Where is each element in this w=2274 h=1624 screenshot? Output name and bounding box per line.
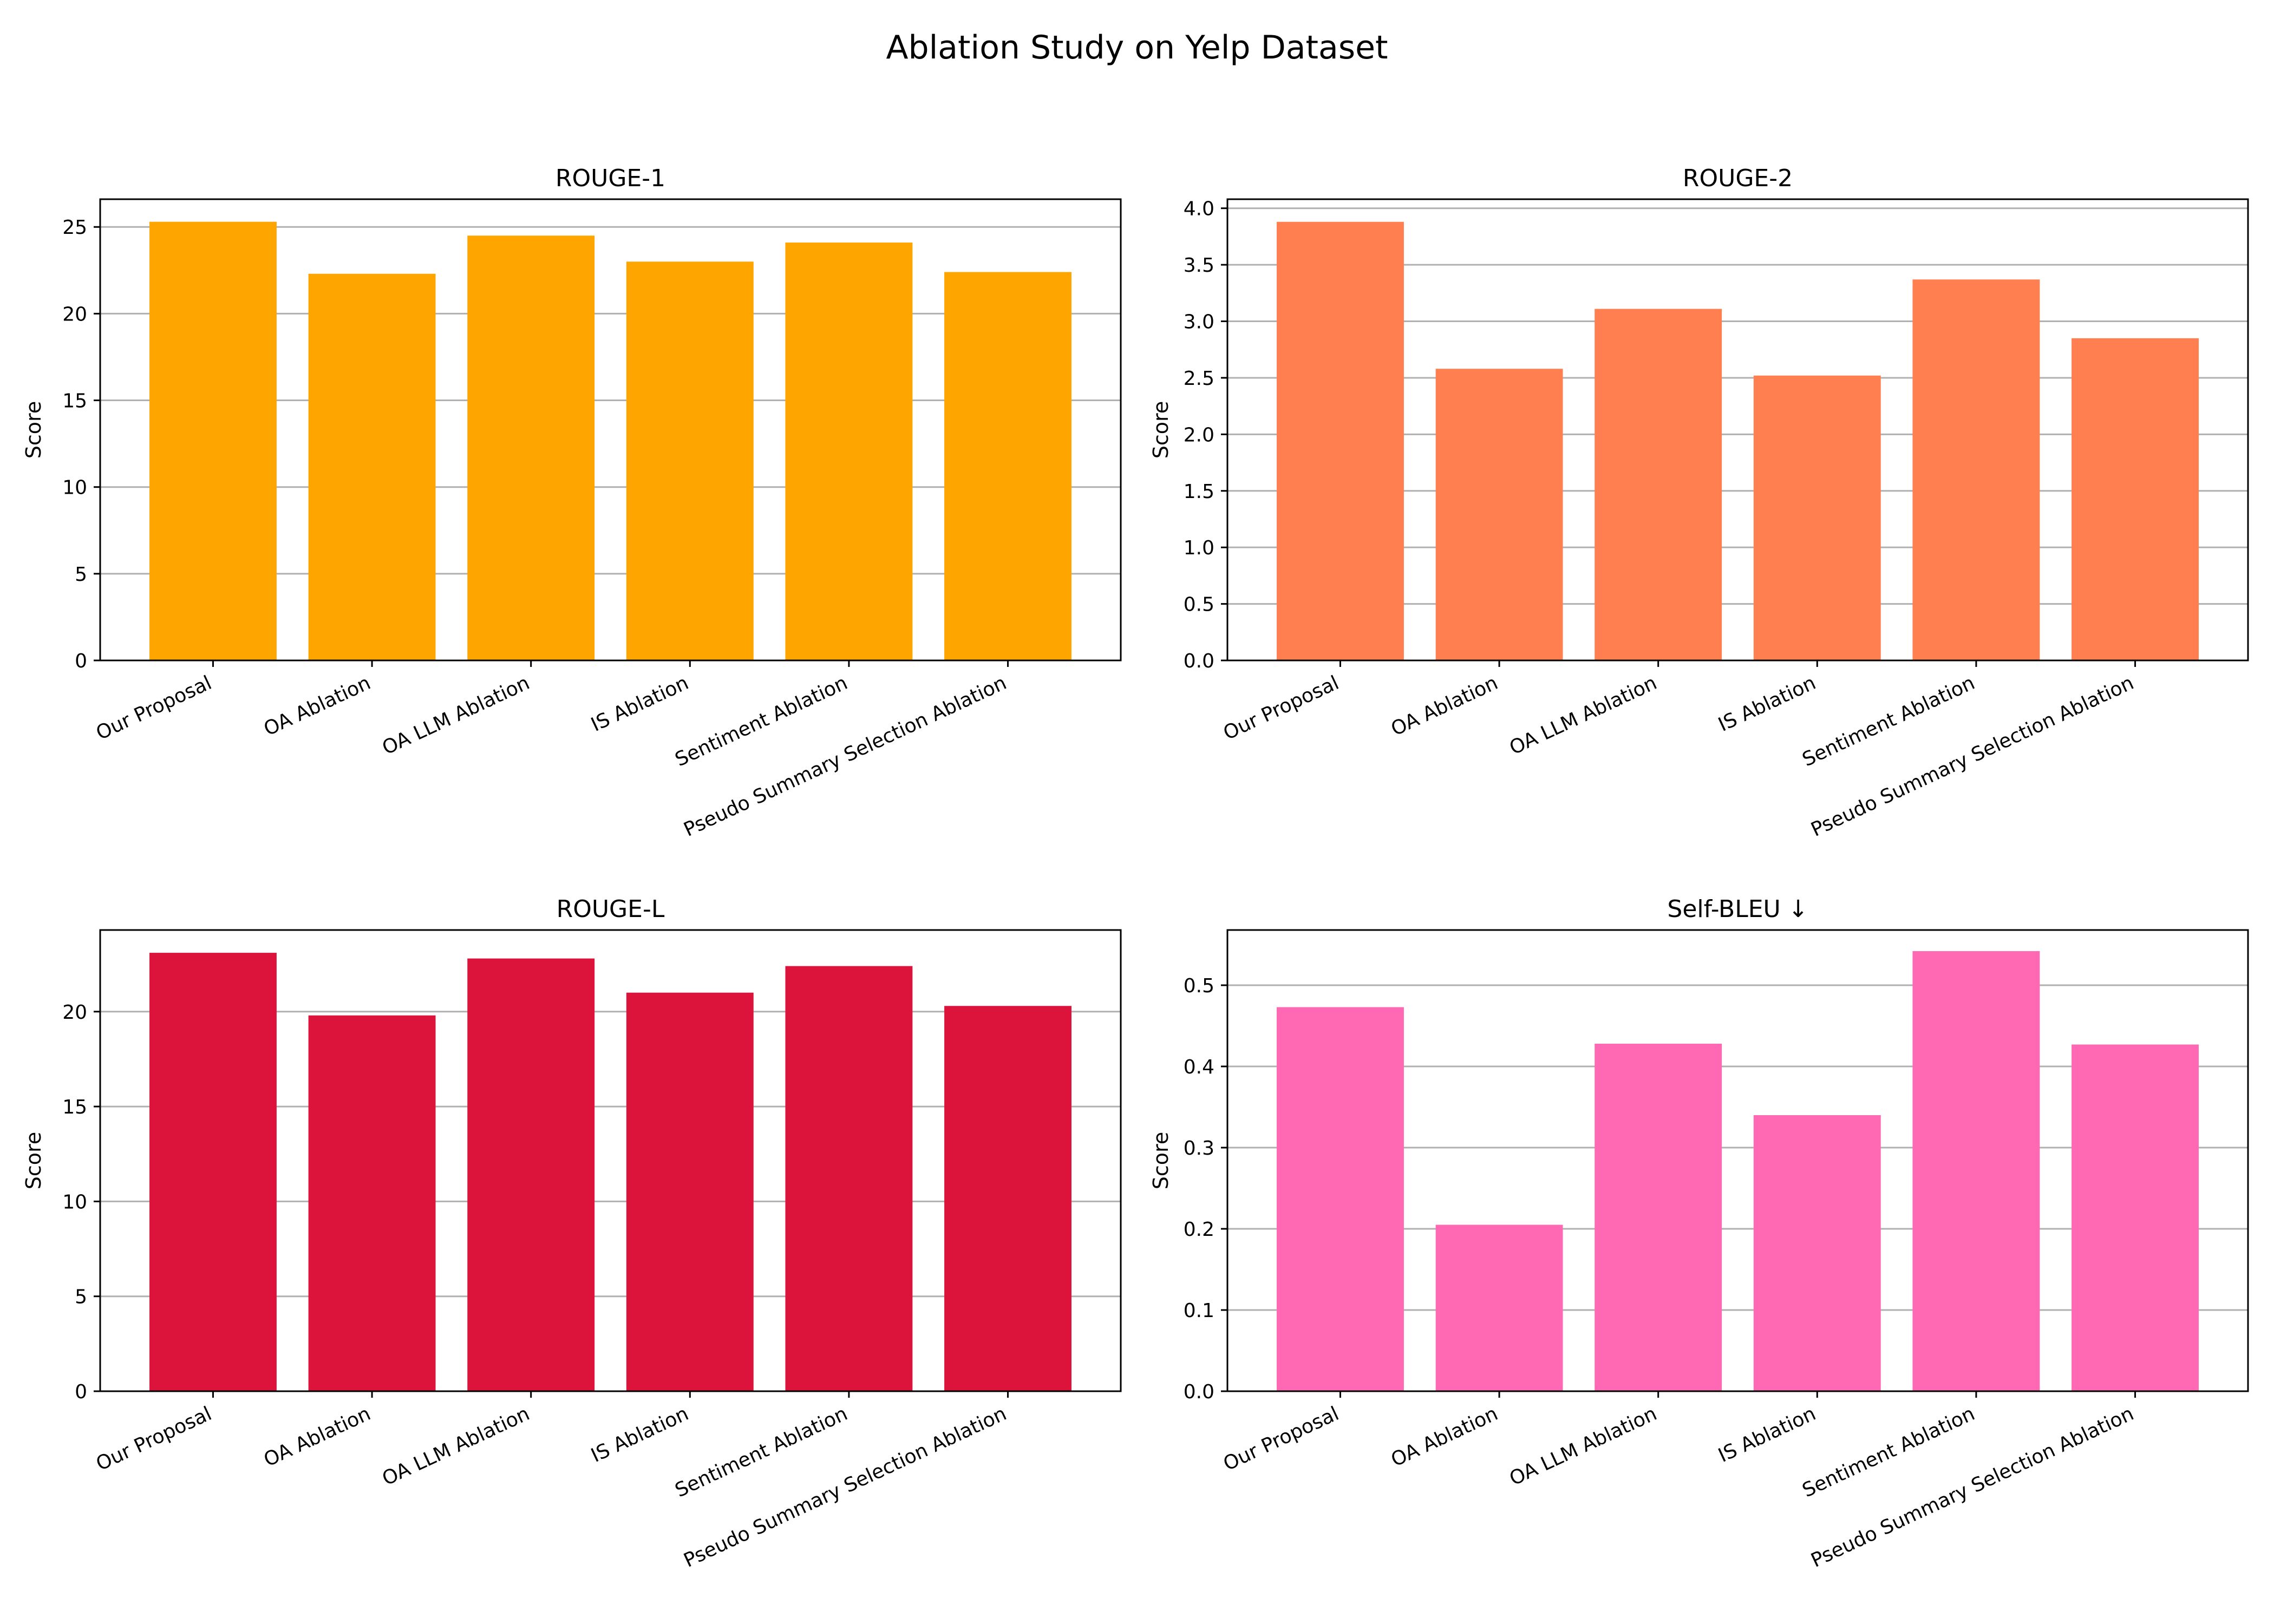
bar <box>1435 1224 1563 1391</box>
y-tick-label: 2.0 <box>1184 424 1214 446</box>
bar <box>1753 375 1881 660</box>
y-tick-label: 0 <box>75 650 87 672</box>
bar <box>1595 1044 1722 1391</box>
y-axis-label: Score <box>22 1132 45 1189</box>
bar <box>308 273 436 660</box>
y-tick-label: 15 <box>62 1096 87 1118</box>
y-tick-label: 15 <box>62 390 87 412</box>
y-tick-label: 1.0 <box>1184 537 1214 559</box>
subplot-title: Self-BLEU ↓ <box>1667 895 1808 923</box>
y-tick-label: 0.1 <box>1184 1300 1214 1322</box>
subplot-title: ROUGE-1 <box>556 165 665 192</box>
y-tick-label: 0 <box>75 1381 87 1403</box>
y-tick-label: 0.5 <box>1184 975 1214 997</box>
y-tick-label: 0.3 <box>1184 1137 1214 1160</box>
bar <box>467 958 595 1391</box>
subplot-title: ROUGE-2 <box>1683 165 1793 192</box>
bar <box>149 221 277 660</box>
bar <box>626 261 754 661</box>
y-tick-label: 10 <box>62 477 87 499</box>
figure-title: Ablation Study on Yelp Dataset <box>886 29 1388 67</box>
subplot-title: ROUGE-L <box>557 895 665 923</box>
y-tick-label: 25 <box>62 217 87 239</box>
axes-frame <box>1226 198 2249 662</box>
y-axis-label: Score <box>1149 1132 1173 1189</box>
y-tick-label: 0.0 <box>1184 650 1214 672</box>
bar <box>1753 1115 1881 1391</box>
y-tick-label: 0.0 <box>1184 1381 1214 1403</box>
bar <box>1277 1007 1404 1391</box>
bar <box>626 992 754 1391</box>
bar <box>1435 369 1563 660</box>
y-tick-label: 3.5 <box>1184 254 1214 277</box>
bar <box>467 235 595 660</box>
bar <box>1277 221 1404 660</box>
axes-frame <box>1226 929 2249 1392</box>
y-tick-label: 0.4 <box>1184 1056 1214 1078</box>
axes-frame <box>99 929 1122 1392</box>
y-tick-label: 20 <box>62 303 87 325</box>
bar <box>1912 951 2040 1391</box>
bar <box>2072 338 2199 660</box>
y-tick-label: 1.5 <box>1184 481 1214 503</box>
y-tick-label: 0.5 <box>1184 594 1214 616</box>
y-tick-label: 4.0 <box>1184 198 1214 220</box>
bar <box>785 966 913 1391</box>
y-tick-label: 5 <box>75 1286 87 1308</box>
bar <box>1595 309 1722 660</box>
y-tick-label: 0.2 <box>1184 1219 1214 1241</box>
bar <box>308 1015 436 1391</box>
y-axis-label: Score <box>1149 401 1173 459</box>
bar <box>944 1006 1071 1391</box>
bar <box>2072 1044 2199 1391</box>
y-tick-label: 5 <box>75 564 87 586</box>
bar <box>785 243 913 660</box>
y-tick-label: 10 <box>62 1191 87 1213</box>
bar <box>1912 279 2040 660</box>
y-tick-label: 2.5 <box>1184 368 1214 390</box>
bar <box>944 272 1071 660</box>
y-tick-label: 3.0 <box>1184 311 1214 333</box>
bar <box>149 953 277 1391</box>
y-axis-label: Score <box>22 401 45 459</box>
axes-frame <box>99 198 1122 662</box>
y-tick-label: 20 <box>62 1001 87 1024</box>
